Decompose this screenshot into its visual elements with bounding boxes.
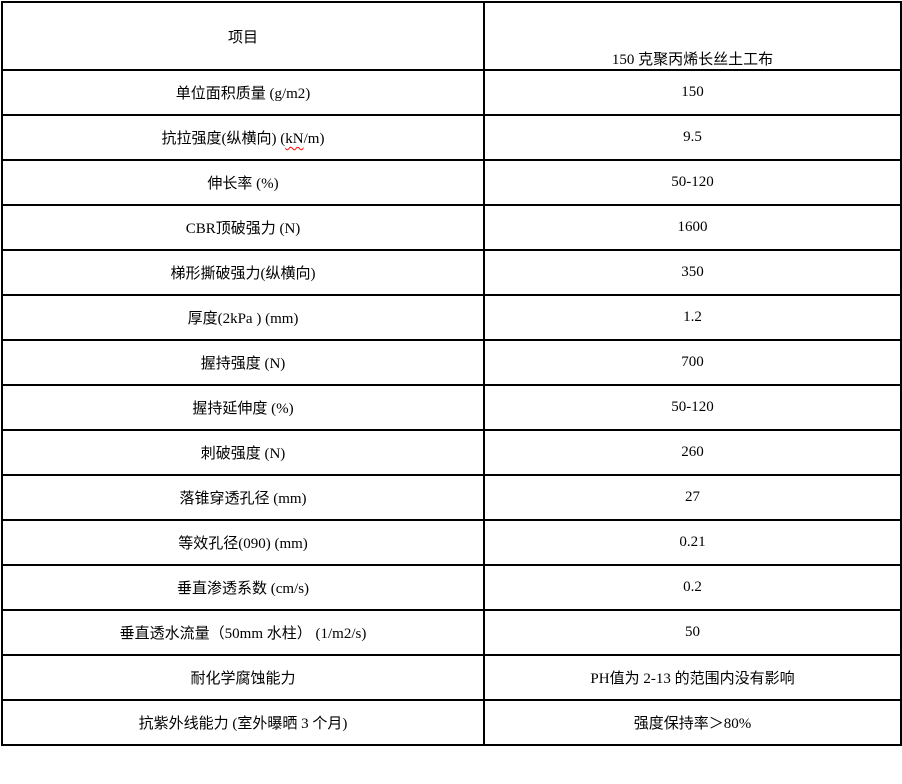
table-body: 单位面积质量 (g/m2) 150 抗拉强度(纵横向) (kN/m) 9.5 伸长率 (…	[1, 69, 902, 746]
value-cell: 150	[483, 69, 902, 116]
value-cell: 260	[483, 429, 902, 476]
header-item-label: 项目	[227, 29, 258, 46]
item-cell: 抗紫外线能力 (室外曝晒 3 个月)	[1, 699, 485, 746]
table-row: 等效孔径(090) (mm) 0.21	[1, 519, 902, 566]
table-row: 梯形撕破强力(纵横向) 350	[1, 249, 902, 296]
item-cell: 等效孔径(090) (mm)	[1, 519, 485, 566]
item-cell: 垂直透水流量（50mm 水柱） (1/m2/s)	[1, 609, 485, 656]
item-cell: 厚度(2kPa ) (mm)	[1, 294, 485, 341]
table-row: 握持延伸度 (%) 50-120	[1, 384, 902, 431]
item-cell: 单位面积质量 (g/m2)	[1, 69, 485, 116]
table-row: 抗紫外线能力 (室外曝晒 3 个月) 强度保持率＞80%	[1, 699, 902, 746]
value-cell: 9.5	[483, 114, 902, 161]
item-cell: 梯形撕破强力(纵横向)	[1, 249, 485, 296]
value-cell: 350	[483, 249, 902, 296]
value-cell: 强度保持率＞80%	[483, 699, 902, 746]
table-row: 刺破强度 (N) 260	[1, 429, 902, 476]
item-cell: 耐化学腐蚀能力	[1, 654, 485, 701]
item-cell: 落锥穿透孔径 (mm)	[1, 474, 485, 521]
item-cell: CBR顶破强力 (N)	[1, 204, 485, 251]
table-row: 垂直渗透系数 (cm/s) 0.2	[1, 564, 902, 611]
table-row: 落锥穿透孔径 (mm) 27	[1, 474, 902, 521]
table-row: 抗拉强度(纵横向) (kN/m) 9.5	[1, 114, 902, 161]
value-cell: 50	[483, 609, 902, 656]
table-row: 耐化学腐蚀能力 PH值为 2-13 的范围内没有影响	[1, 654, 902, 701]
header-product-cell: 150 克聚丙烯长丝土工布	[483, 1, 902, 71]
value-cell: 700	[483, 339, 902, 386]
value-cell: 0.2	[483, 564, 902, 611]
header-item-cell: 项目	[1, 1, 485, 71]
value-cell: 0.21	[483, 519, 902, 566]
value-cell: 27	[483, 474, 902, 521]
table-row: 垂直透水流量（50mm 水柱） (1/m2/s) 50	[1, 609, 902, 656]
header-row: 项目 150 克聚丙烯长丝土工布	[1, 1, 902, 71]
value-cell: PH值为 2-13 的范围内没有影响	[483, 654, 902, 701]
item-cell: 握持延伸度 (%)	[1, 384, 485, 431]
value-cell: 1600	[483, 204, 902, 251]
item-cell: 垂直渗透系数 (cm/s)	[1, 564, 485, 611]
value-cell: 1.2	[483, 294, 902, 341]
value-cell: 50-120	[483, 159, 902, 206]
table-row: 单位面积质量 (g/m2) 150	[1, 69, 902, 116]
header-product-label: 150 克聚丙烯长丝土工布	[611, 52, 774, 68]
spellcheck-underline: kN	[285, 131, 304, 147]
item-cell: 伸长率 (%)	[1, 159, 485, 206]
value-cell: 50-120	[483, 384, 902, 431]
table-row: 伸长率 (%) 50-120	[1, 159, 902, 206]
item-cell: 抗拉强度(纵横向) (kN/m)	[1, 114, 485, 161]
table-row: 厚度(2kPa ) (mm) 1.2	[1, 294, 902, 341]
table-row: CBR顶破强力 (N) 1600	[1, 204, 902, 251]
item-cell: 刺破强度 (N)	[1, 429, 485, 476]
spec-table: 项目 150 克聚丙烯长丝土工布 单位面积质量 (g/m2) 150 抗拉强度(纵横…	[1, 1, 902, 746]
item-cell: 握持强度 (N)	[1, 339, 485, 386]
table-row: 握持强度 (N) 700	[1, 339, 902, 386]
